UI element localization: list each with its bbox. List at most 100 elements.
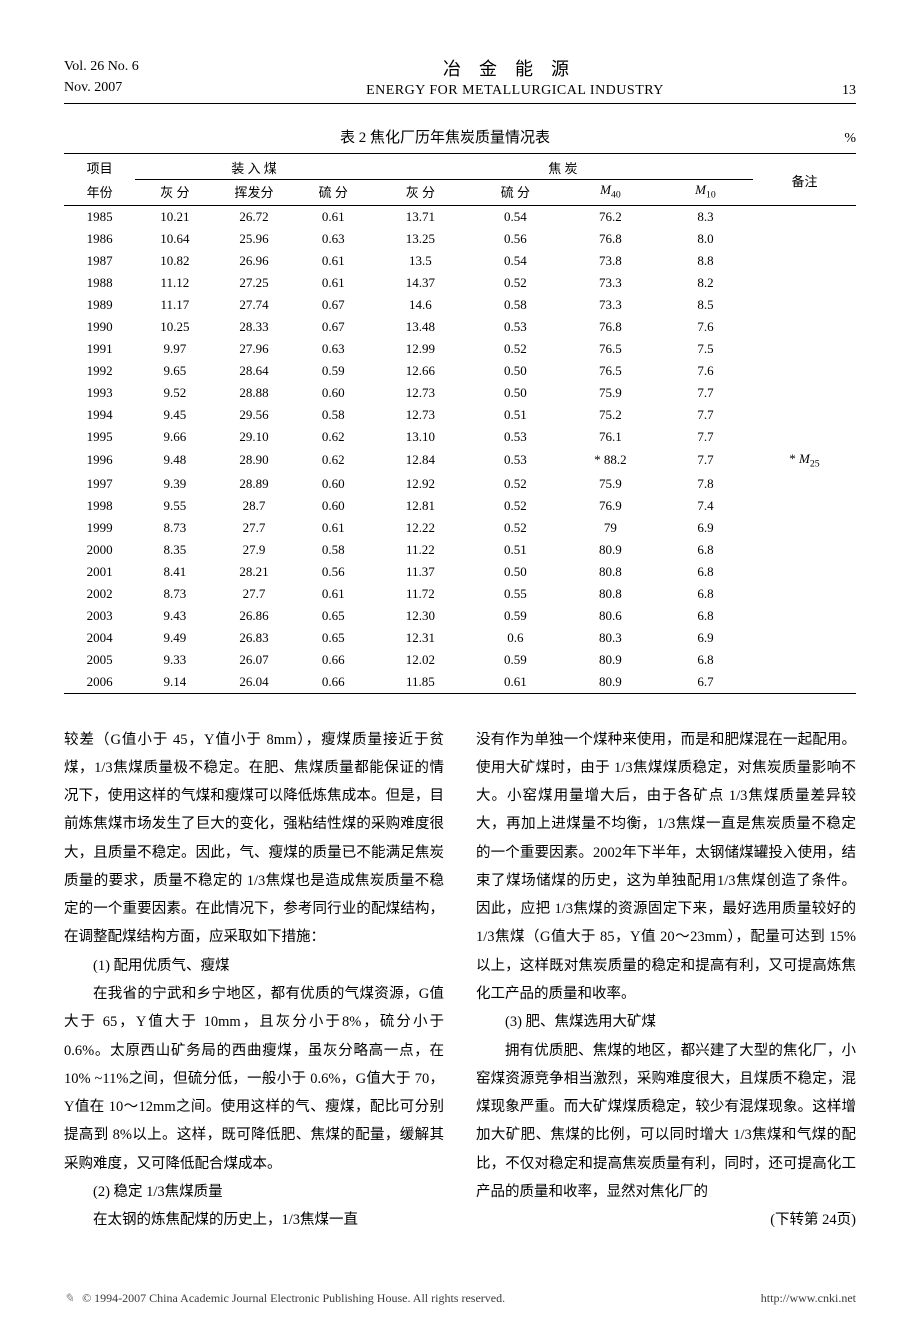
cell-year: 1988 bbox=[64, 272, 135, 294]
subheading: (1) 配用优质气、瘦煤 bbox=[64, 952, 444, 980]
cell-m10: 7.5 bbox=[658, 338, 753, 360]
cell-note bbox=[753, 605, 856, 627]
cell-vol: 25.96 bbox=[214, 228, 293, 250]
table-row: 198610.6425.960.6313.250.5676.88.0 bbox=[64, 228, 856, 250]
cell-year: 2002 bbox=[64, 583, 135, 605]
cell-ash1: 9.45 bbox=[135, 404, 214, 426]
cell-s1: 0.61 bbox=[294, 583, 373, 605]
hdr-ash2: 灰 分 bbox=[373, 180, 468, 206]
cell-m40: 75.2 bbox=[563, 404, 658, 426]
cell-s2: 0.55 bbox=[468, 583, 563, 605]
cell-ash1: 10.82 bbox=[135, 250, 214, 272]
table-row: 20059.3326.070.6612.020.5980.96.8 bbox=[64, 649, 856, 671]
cell-m10: 6.8 bbox=[658, 649, 753, 671]
table-row: 20049.4926.830.6512.310.680.36.9 bbox=[64, 627, 856, 649]
journal-title-cn: 冶金能源 bbox=[214, 56, 816, 83]
cell-vol: 28.64 bbox=[214, 360, 293, 382]
cell-s1: 0.60 bbox=[294, 473, 373, 495]
cell-note bbox=[753, 561, 856, 583]
cell-s2: 0.52 bbox=[468, 338, 563, 360]
table-row: 199010.2528.330.6713.480.5376.87.6 bbox=[64, 316, 856, 338]
cell-note bbox=[753, 671, 856, 694]
cell-vol: 28.7 bbox=[214, 495, 293, 517]
cell-m10: 8.8 bbox=[658, 250, 753, 272]
date-line: Nov. 2007 bbox=[64, 77, 214, 98]
publisher-icon: ✎ bbox=[64, 1291, 74, 1306]
cell-vol: 26.72 bbox=[214, 206, 293, 229]
cell-s2: 0.52 bbox=[468, 272, 563, 294]
cell-ash2: 13.48 bbox=[373, 316, 468, 338]
cell-ash1: 8.35 bbox=[135, 539, 214, 561]
cell-vol: 26.86 bbox=[214, 605, 293, 627]
cell-s1: 0.60 bbox=[294, 495, 373, 517]
cell-s2: 0.52 bbox=[468, 517, 563, 539]
cell-m40: 79 bbox=[563, 517, 658, 539]
cell-m40: 76.2 bbox=[563, 206, 658, 229]
cell-m10: 7.6 bbox=[658, 360, 753, 382]
cell-vol: 28.90 bbox=[214, 448, 293, 473]
cell-s1: 0.58 bbox=[294, 404, 373, 426]
cell-m40: 75.9 bbox=[563, 382, 658, 404]
cell-ash2: 12.73 bbox=[373, 404, 468, 426]
cell-year: 2003 bbox=[64, 605, 135, 627]
cell-ash1: 9.33 bbox=[135, 649, 214, 671]
cell-s2: 0.61 bbox=[468, 671, 563, 694]
cell-m40: 76.1 bbox=[563, 426, 658, 448]
cell-m40: 80.6 bbox=[563, 605, 658, 627]
cell-m10: 7.7 bbox=[658, 448, 753, 473]
cell-m40: 73.3 bbox=[563, 294, 658, 316]
cell-s1: 0.56 bbox=[294, 561, 373, 583]
cell-vol: 26.07 bbox=[214, 649, 293, 671]
cell-ash1: 9.43 bbox=[135, 605, 214, 627]
cell-year: 1993 bbox=[64, 382, 135, 404]
cell-vol: 27.7 bbox=[214, 517, 293, 539]
cell-note bbox=[753, 473, 856, 495]
cell-ash1: 9.49 bbox=[135, 627, 214, 649]
page-number: 13 bbox=[816, 83, 856, 99]
cell-s2: 0.50 bbox=[468, 360, 563, 382]
cell-s2: 0.51 bbox=[468, 404, 563, 426]
table-row: 19939.5228.880.6012.730.5075.97.7 bbox=[64, 382, 856, 404]
cell-s1: 0.58 bbox=[294, 539, 373, 561]
cell-note bbox=[753, 583, 856, 605]
cell-s2: 0.59 bbox=[468, 605, 563, 627]
cell-ash2: 12.31 bbox=[373, 627, 468, 649]
cell-s1: 0.61 bbox=[294, 250, 373, 272]
cell-s2: 0.52 bbox=[468, 473, 563, 495]
cell-vol: 28.88 bbox=[214, 382, 293, 404]
cell-vol: 26.96 bbox=[214, 250, 293, 272]
table-row: 20028.7327.70.6111.720.5580.86.8 bbox=[64, 583, 856, 605]
cell-vol: 26.83 bbox=[214, 627, 293, 649]
cell-m40: 80.9 bbox=[563, 539, 658, 561]
cell-note bbox=[753, 250, 856, 272]
cell-ash2: 12.22 bbox=[373, 517, 468, 539]
cell-year: 1997 bbox=[64, 473, 135, 495]
cell-ash1: 9.39 bbox=[135, 473, 214, 495]
cell-note bbox=[753, 338, 856, 360]
continuation-note: (下转第 24页) bbox=[476, 1206, 856, 1234]
cell-year: 1992 bbox=[64, 360, 135, 382]
cell-m10: 7.7 bbox=[658, 426, 753, 448]
cell-ash1: 8.73 bbox=[135, 583, 214, 605]
cell-m40: 76.5 bbox=[563, 338, 658, 360]
cell-m10: 8.5 bbox=[658, 294, 753, 316]
cell-ash2: 11.85 bbox=[373, 671, 468, 694]
cell-year: 1986 bbox=[64, 228, 135, 250]
cell-s2: 0.58 bbox=[468, 294, 563, 316]
cell-ash2: 12.84 bbox=[373, 448, 468, 473]
cell-s1: 0.62 bbox=[294, 426, 373, 448]
cell-ash2: 12.02 bbox=[373, 649, 468, 671]
table-row: 20008.3527.90.5811.220.5180.96.8 bbox=[64, 539, 856, 561]
cell-year: 1994 bbox=[64, 404, 135, 426]
table-row: 20069.1426.040.6611.850.6180.96.7 bbox=[64, 671, 856, 694]
cell-s1: 0.63 bbox=[294, 338, 373, 360]
cell-year: 2004 bbox=[64, 627, 135, 649]
hdr-ash1: 灰 分 bbox=[135, 180, 214, 206]
cell-ash2: 11.37 bbox=[373, 561, 468, 583]
cell-ash1: 9.48 bbox=[135, 448, 214, 473]
table-row: 20039.4326.860.6512.300.5980.66.8 bbox=[64, 605, 856, 627]
cell-note bbox=[753, 539, 856, 561]
cell-ash1: 9.66 bbox=[135, 426, 214, 448]
cell-s1: 0.60 bbox=[294, 382, 373, 404]
cell-m10: 6.8 bbox=[658, 561, 753, 583]
